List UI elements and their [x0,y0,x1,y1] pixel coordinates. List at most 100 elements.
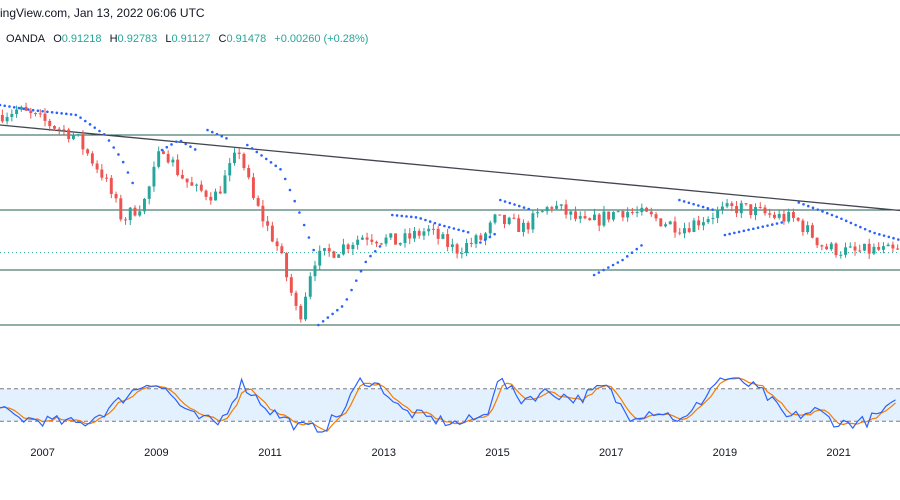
x-tick-label-2007: 2007 [30,447,54,459]
candle [597,213,601,232]
candle-body [413,230,416,239]
candle-body [555,205,559,209]
sar-dot [298,211,301,214]
candle [124,217,127,225]
candle [195,183,199,192]
candle [791,208,795,222]
candle [526,220,530,234]
candle-body [242,153,246,169]
candle-body [763,207,767,214]
candle-body [360,237,364,240]
candle-body [465,243,469,254]
sar-dot [882,234,886,237]
sar-dot [447,225,451,229]
candle [768,208,772,218]
candle-body [176,159,180,175]
sar-dot [55,111,59,115]
sar-dot [723,233,727,237]
candle-body [858,250,862,252]
candle-body [38,113,42,115]
candle [237,148,241,160]
sar-dot [0,103,2,107]
parabolic-sar-series [0,103,900,327]
sar-dot [711,208,714,212]
candle [152,161,156,192]
candle [341,238,345,256]
candle-body [152,166,156,187]
candle-body [460,253,464,255]
change-value: +0.00260 (+0.28%) [274,33,369,45]
candle-body [294,292,298,306]
candle-body [275,241,279,247]
sar-dot [503,200,507,203]
sar-dot [678,198,681,202]
candle-body [645,207,649,212]
candle-body [133,207,137,216]
candle-body [195,184,199,186]
sar-dot [499,198,502,202]
candle [100,164,104,181]
candle-body [479,235,483,240]
sar-dot [419,217,423,220]
candle [640,203,644,216]
candle [346,243,350,254]
candle-body [304,296,307,320]
sar-dot [517,204,521,208]
candle [408,228,412,245]
sar-dot [83,119,87,123]
sar-dot [126,171,130,174]
candle-body [204,190,208,197]
sar-dot [692,202,695,206]
candle-body [441,234,445,239]
sar-dot [279,168,282,171]
candle [739,200,743,218]
sar-dot [160,148,164,152]
candle-body [668,221,672,225]
candle [294,290,298,311]
sar-dot [452,227,456,230]
candle [844,242,847,258]
candle [138,205,142,217]
candle [280,243,284,255]
candle-body [597,214,601,226]
candle [517,214,521,233]
candle-body [455,244,459,254]
candle-body [100,169,104,178]
sar-dot [780,221,784,224]
stochastic-k-line [0,376,896,433]
candle-body [484,233,487,240]
candle-body [10,113,14,117]
candle-body [777,213,781,218]
candle-body [735,206,739,214]
candle-body [185,178,189,183]
sar-dot [350,288,353,292]
candle-body [403,233,407,244]
candle [654,211,658,222]
candle [413,226,416,242]
candle-body [308,276,312,297]
candle-body [891,244,895,249]
sar-dot [630,251,634,255]
candle-body [829,243,833,250]
candle-body [611,212,615,220]
candle-body [701,222,705,226]
candle [398,242,402,247]
candle [171,156,175,167]
candle [427,224,431,236]
candle-body [493,214,497,223]
candle [308,272,312,300]
candle-body [223,175,227,194]
sar-dot [493,232,496,236]
candlestick-series [0,102,900,323]
candle [839,251,843,259]
candle [673,216,677,238]
candle [531,209,535,233]
candle [787,208,791,224]
candle-body [474,235,478,244]
candle-body [739,203,743,214]
candle-body [105,177,109,179]
sar-dot [892,236,895,240]
sar-dot [107,139,111,142]
candle-body [616,211,620,213]
